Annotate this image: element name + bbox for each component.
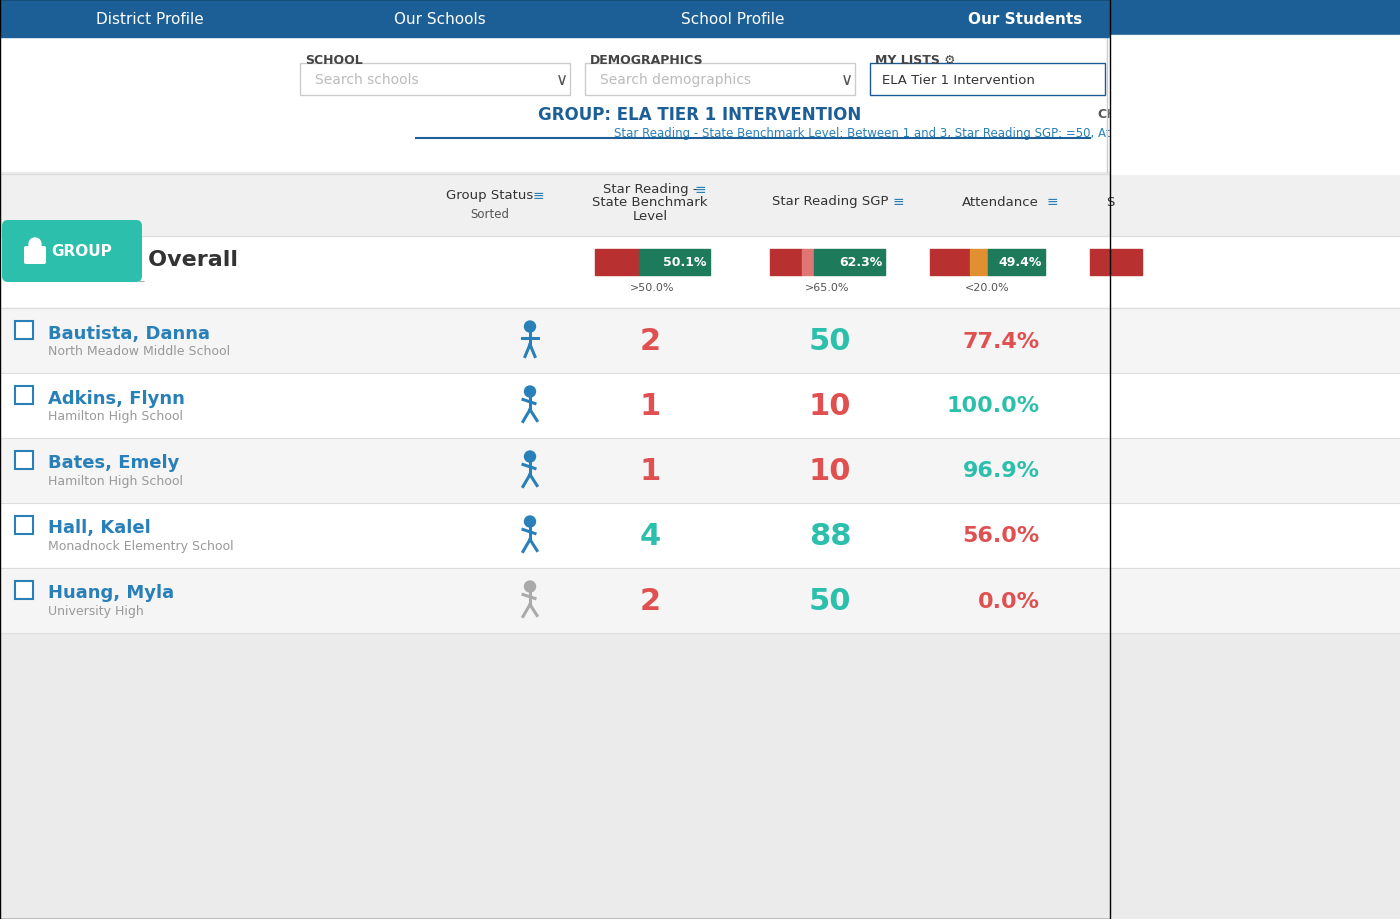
Text: Search schools: Search schools: [315, 73, 419, 87]
Text: SCHOOL: SCHOOL: [305, 53, 363, 66]
Text: ≡: ≡: [694, 183, 706, 197]
Circle shape: [525, 582, 535, 593]
Text: ≡: ≡: [532, 188, 543, 203]
Text: 10: 10: [809, 457, 851, 485]
Bar: [0, 438, 1400, 504]
Bar: [0, 237, 1400, 309]
FancyBboxPatch shape: [24, 246, 46, 265]
Text: >50.0%: >50.0%: [630, 283, 675, 292]
FancyBboxPatch shape: [869, 64, 1105, 96]
Text: ≡: ≡: [892, 195, 904, 209]
Bar: [15, 516, 34, 534]
Text: 1: 1: [640, 391, 661, 421]
Text: CHRO: CHRO: [1098, 108, 1137, 121]
Bar: [770, 250, 802, 276]
Text: 62.3%: 62.3%: [839, 256, 882, 269]
Text: District Overall: District Overall: [48, 250, 238, 269]
Bar: [0, 374, 1400, 438]
Text: 56.0%: 56.0%: [963, 526, 1040, 546]
Text: 0.0%: 0.0%: [979, 591, 1040, 611]
Bar: [987, 250, 1044, 276]
Bar: [638, 250, 710, 276]
Text: Star Reading -: Star Reading -: [602, 183, 697, 197]
Text: 4: 4: [640, 521, 661, 550]
Text: ELA Tier 1 Intervention: ELA Tier 1 Intervention: [882, 74, 1035, 86]
Bar: [0, 0, 1400, 38]
Text: 50.1%: 50.1%: [664, 256, 707, 269]
Text: District Profile: District Profile: [97, 11, 204, 27]
Text: S: S: [1106, 195, 1114, 209]
Bar: [802, 250, 813, 276]
Text: Attendance: Attendance: [962, 195, 1039, 209]
Circle shape: [525, 387, 535, 398]
Text: 10: 10: [809, 391, 851, 421]
Text: Level: Level: [633, 210, 668, 222]
Text: >65.0%: >65.0%: [805, 283, 850, 292]
Bar: [15, 251, 34, 268]
Bar: [0, 173, 1400, 919]
Text: School Profile: School Profile: [682, 11, 785, 27]
Bar: [0, 309, 1400, 374]
Text: DEMOGRAPHICS: DEMOGRAPHICS: [589, 53, 704, 66]
Text: 88: 88: [809, 521, 851, 550]
Text: Hamilton High School: Hamilton High School: [48, 474, 183, 487]
Circle shape: [525, 322, 535, 333]
Bar: [930, 250, 970, 276]
FancyBboxPatch shape: [1, 221, 141, 283]
Text: DISTRICT GOAL: DISTRICT GOAL: [48, 271, 144, 284]
Bar: [0, 504, 1400, 568]
Text: 100.0%: 100.0%: [946, 396, 1040, 416]
Text: Hall, Kalel: Hall, Kalel: [48, 519, 151, 537]
Text: Group Status: Group Status: [447, 189, 533, 202]
Bar: [15, 451, 34, 469]
Text: ∨: ∨: [556, 71, 568, 89]
Bar: [0, 175, 1400, 237]
Bar: [0, 0, 1110, 919]
Text: State Benchmark: State Benchmark: [592, 197, 708, 210]
Text: Bautista, Danna: Bautista, Danna: [48, 324, 210, 342]
Text: 50: 50: [809, 586, 851, 616]
Bar: [1110, 36, 1400, 175]
Text: Star Reading SGP: Star Reading SGP: [771, 195, 888, 209]
Text: 49.4%: 49.4%: [998, 256, 1042, 269]
Text: Huang, Myla: Huang, Myla: [48, 584, 174, 602]
Text: ≡: ≡: [1046, 195, 1058, 209]
Text: North Meadow Middle School: North Meadow Middle School: [48, 345, 230, 357]
Bar: [595, 250, 638, 276]
Bar: [15, 386, 34, 404]
Bar: [970, 250, 987, 276]
Text: Sorted: Sorted: [470, 208, 510, 221]
Text: MY LISTS ⚙: MY LISTS ⚙: [875, 53, 955, 66]
Text: Adkins, Flynn: Adkins, Flynn: [48, 389, 185, 407]
Bar: [813, 250, 885, 276]
Bar: [1091, 250, 1142, 276]
Text: 1: 1: [640, 457, 661, 485]
Bar: [15, 581, 34, 599]
Text: 2: 2: [640, 326, 661, 356]
FancyBboxPatch shape: [585, 64, 855, 96]
Text: 50: 50: [809, 326, 851, 356]
Text: <20.0%: <20.0%: [965, 283, 1009, 292]
Text: Star Reading - State Benchmark Level: Between 1 and 3, Star Reading SGP: =50, At: Star Reading - State Benchmark Level: Be…: [615, 126, 1281, 140]
Text: 77.4%: 77.4%: [963, 331, 1040, 351]
Text: GROUP: ELA TIER 1 INTERVENTION: GROUP: ELA TIER 1 INTERVENTION: [539, 106, 861, 124]
Text: 2: 2: [640, 586, 661, 616]
Circle shape: [29, 239, 41, 251]
Text: Our Students: Our Students: [967, 11, 1082, 27]
Circle shape: [525, 451, 535, 462]
Text: Bates, Emely: Bates, Emely: [48, 454, 179, 472]
Bar: [15, 321, 34, 339]
Text: Search demographics: Search demographics: [601, 73, 750, 87]
Bar: [0, 568, 1400, 633]
Text: GROUP: GROUP: [52, 244, 112, 259]
Text: 96.9%: 96.9%: [963, 461, 1040, 481]
Circle shape: [525, 516, 535, 528]
Text: Monadnock Elementry School: Monadnock Elementry School: [48, 539, 234, 552]
Text: University High: University High: [48, 605, 144, 618]
FancyBboxPatch shape: [300, 64, 570, 96]
Text: ∨: ∨: [841, 71, 853, 89]
Bar: [0, 38, 1400, 173]
Text: Hamilton High School: Hamilton High School: [48, 410, 183, 423]
Text: Our Schools: Our Schools: [395, 11, 486, 27]
